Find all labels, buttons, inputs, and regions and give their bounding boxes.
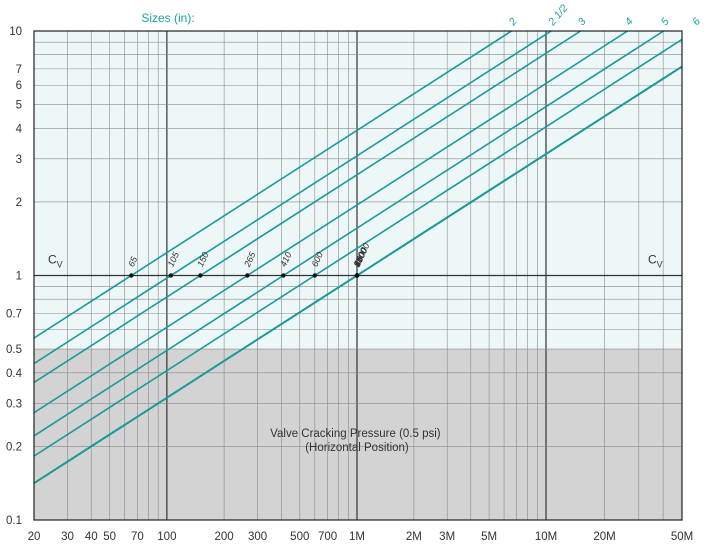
cv-subscript: V bbox=[57, 260, 63, 270]
cv-reference: CV CV bbox=[48, 253, 663, 270]
y-tick-label: 0.7 bbox=[6, 308, 22, 320]
y-tick-label: 0.3 bbox=[6, 398, 22, 410]
x-tick-label: 40 bbox=[85, 531, 98, 543]
annotation-line-2: (Horizontal Position) bbox=[305, 442, 409, 454]
plot-frame bbox=[33, 30, 683, 521]
x-tick-label: 5M bbox=[481, 531, 497, 543]
size-label: 6 bbox=[690, 16, 703, 28]
cv-subscript: V bbox=[657, 260, 663, 270]
cv-point bbox=[245, 273, 250, 278]
cv-point bbox=[281, 273, 286, 278]
chart-background bbox=[34, 31, 682, 520]
cv-point bbox=[168, 273, 174, 278]
y-tick-label: 2 bbox=[16, 197, 22, 209]
cv-letter: C bbox=[648, 253, 657, 267]
cv-point bbox=[312, 273, 318, 278]
x-tick-label: 10M bbox=[535, 531, 557, 543]
x-tick-label: 200 bbox=[215, 531, 234, 543]
y-tick-label: 6 bbox=[16, 80, 22, 92]
size-label: 4 bbox=[623, 16, 636, 28]
upper-region bbox=[34, 31, 682, 350]
size-label: 2 bbox=[506, 16, 520, 29]
y-tick-label: 1 bbox=[16, 271, 22, 283]
y-tick-label: 0.4 bbox=[6, 368, 23, 380]
size-label: 2 1/2 bbox=[546, 2, 571, 28]
x-tick-label: 500 bbox=[290, 531, 309, 543]
size-labels: Sizes (in): 22 1/2345681012141618202430 bbox=[141, 2, 703, 29]
x-tick-label: 2M bbox=[406, 531, 422, 543]
x-tick-label: 50M bbox=[671, 531, 693, 543]
cv-point bbox=[129, 273, 134, 278]
y-tick-label: 0.5 bbox=[6, 344, 22, 356]
cracking-pressure-region bbox=[34, 349, 682, 520]
x-tick-label: 100 bbox=[157, 531, 176, 543]
x-tick-label: 70 bbox=[131, 531, 144, 543]
y-tick-label: 10 bbox=[9, 26, 22, 38]
cv-point bbox=[354, 273, 360, 278]
x-tick-label: 1M bbox=[349, 531, 365, 543]
x-tick-label: 30 bbox=[61, 531, 74, 543]
cv-axis-label-right: CV bbox=[648, 253, 663, 270]
y-tick-label: 7 bbox=[16, 64, 22, 76]
cv-letter: C bbox=[48, 253, 57, 267]
y-tick-label: 3 bbox=[16, 154, 22, 166]
size-label: 3 bbox=[576, 16, 589, 28]
y-tick-label: 0.2 bbox=[6, 441, 22, 453]
x-tick-label: 300 bbox=[248, 531, 267, 543]
x-tick-label: 20M bbox=[593, 531, 615, 543]
size-label: 5 bbox=[659, 16, 672, 28]
x-tick-label: 50 bbox=[103, 531, 116, 543]
sizes-heading: Sizes (in): bbox=[141, 11, 194, 25]
cracking-pressure-annotation: Valve Cracking Pressure (0.5 psi) (Horiz… bbox=[270, 428, 444, 454]
y-tick-label: 0.1 bbox=[6, 515, 22, 527]
plot-border bbox=[33, 30, 683, 521]
x-tick-label: 700 bbox=[318, 531, 337, 543]
cv-axis-label-left: CV bbox=[48, 253, 63, 270]
x-tick-label: 3M bbox=[439, 531, 455, 543]
y-tick-label: 4 bbox=[16, 123, 23, 135]
axis-ticks: 20 30 40 50 70 100 200 300 500 700 1M 2M 3M 5M 10M 20M 5… bbox=[6, 26, 693, 543]
annotation-line-1: Valve Cracking Pressure (0.5 psi) bbox=[270, 428, 441, 440]
x-tick-label: 20 bbox=[28, 531, 41, 543]
cv-point bbox=[198, 273, 203, 278]
y-tick-label: 5 bbox=[16, 100, 22, 112]
